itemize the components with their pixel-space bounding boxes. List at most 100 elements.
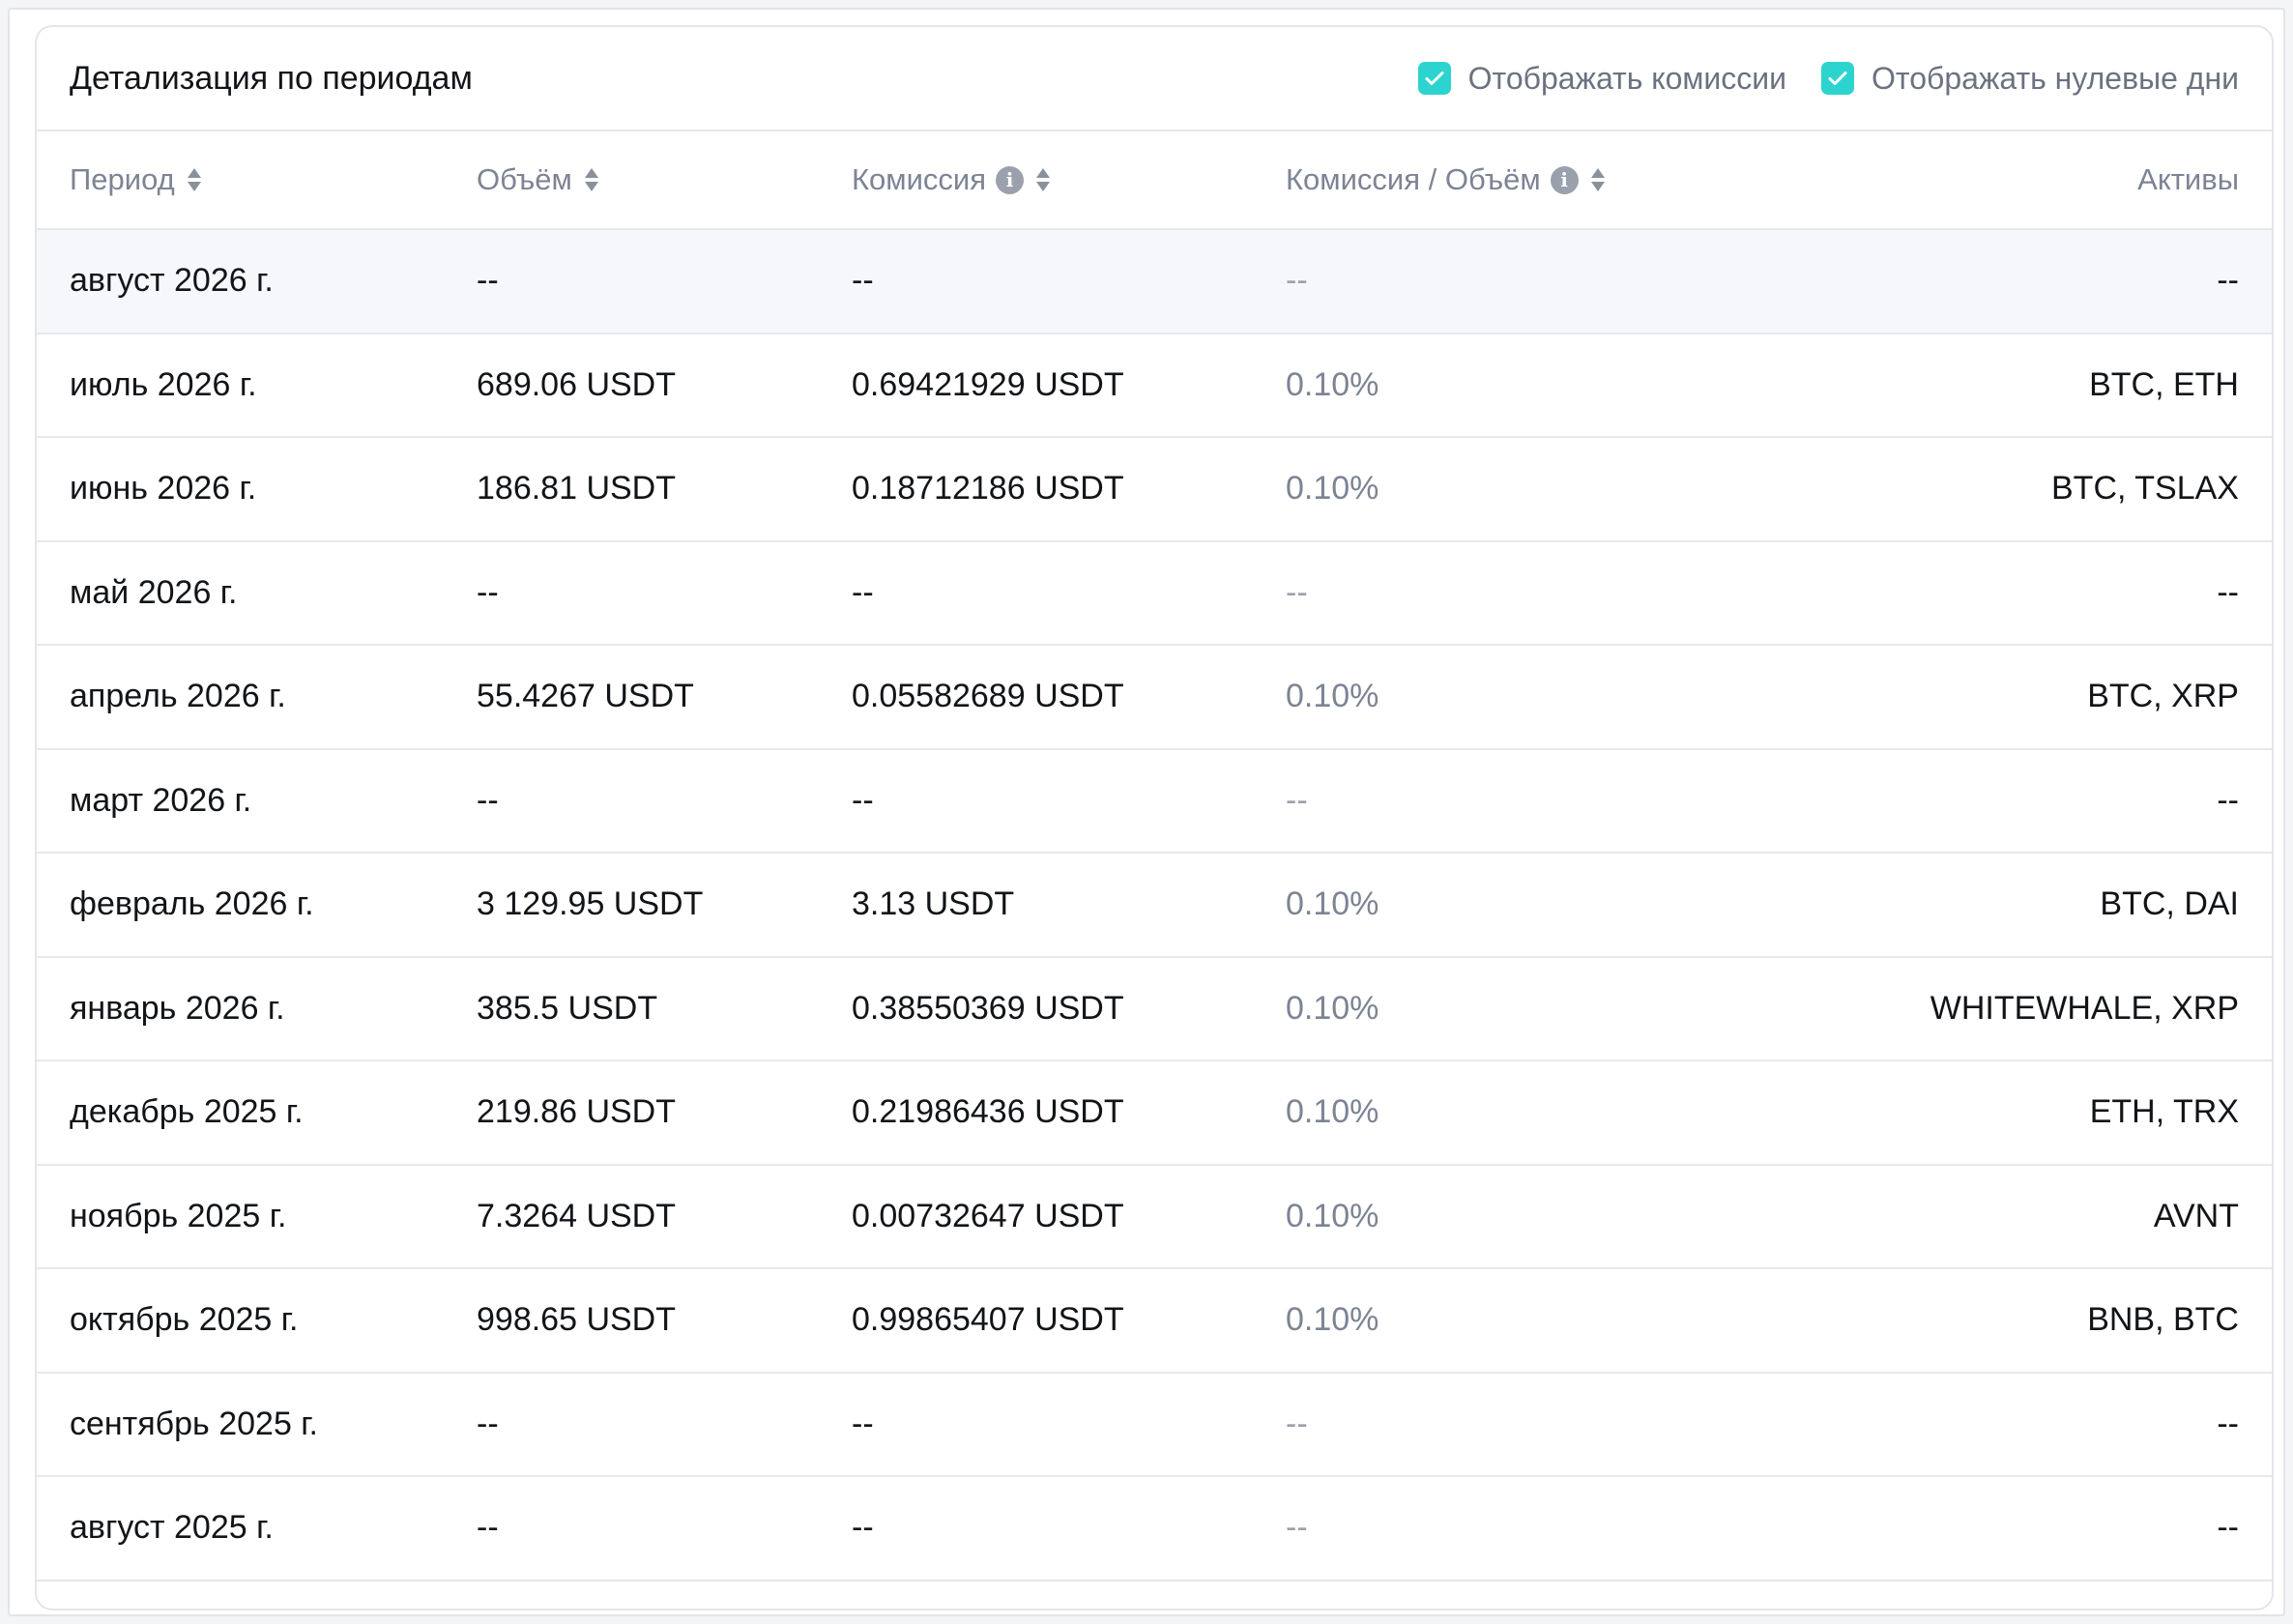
commission-cell: 0.00732647 USDT xyxy=(852,1197,1124,1234)
volume-cell: -- xyxy=(477,781,499,819)
commission-cell: 0.38550369 USDT xyxy=(852,989,1124,1027)
sort-icon[interactable] xyxy=(185,165,204,194)
sort-icon[interactable] xyxy=(582,165,601,194)
volume-cell: -- xyxy=(477,262,499,300)
assets-cell: WHITEWHALE, XRP xyxy=(1930,989,2239,1027)
volume-cell: 998.65 USDT xyxy=(477,1301,676,1339)
ratio-cell: 0.10% xyxy=(1286,470,1379,508)
period-cell: март 2026 г. xyxy=(70,781,252,819)
assets-cell: -- xyxy=(2217,1405,2239,1442)
assets-cell: BTC, XRP xyxy=(2087,678,2239,715)
ratio-cell: 0.10% xyxy=(1286,1197,1379,1234)
ratio-cell: 0.10% xyxy=(1286,1301,1379,1339)
commission-cell: 0.99865407 USDT xyxy=(852,1301,1124,1339)
assets-cell: -- xyxy=(2217,573,2239,611)
ratio-cell: 0.10% xyxy=(1286,365,1379,403)
assets-cell: ETH, TRX xyxy=(2089,1093,2239,1131)
volume-cell: 385.5 USDT xyxy=(477,989,658,1027)
commission-cell: -- xyxy=(852,1405,874,1442)
ratio-cell: 0.10% xyxy=(1286,989,1379,1027)
show-commissions-label: Отображать комиссии xyxy=(1467,60,1787,96)
column-label-period: Период xyxy=(70,162,175,196)
table-row: июль 2026 г. 689.06 USDT 0.69421929 USDT 0.… xyxy=(37,334,2272,438)
column-header-volume[interactable]: Объём xyxy=(477,162,852,197)
checkbox-checked-icon[interactable] xyxy=(1417,62,1451,95)
show-zero-days-toggle[interactable]: Отображать нулевые дни xyxy=(1821,61,2239,97)
volume-cell: 689.06 USDT xyxy=(477,365,676,403)
show-commissions-toggle[interactable]: Отображать комиссии xyxy=(1417,60,1787,97)
assets-cell: BNB, BTC xyxy=(2087,1301,2239,1339)
column-header-ratio[interactable]: Комиссия / Объём i xyxy=(1286,162,1866,197)
table-row: август 2025 г. -- -- -- -- xyxy=(37,1477,2272,1581)
assets-cell: BTC, TSLAX xyxy=(2051,470,2239,508)
period-cell: май 2026 г. xyxy=(70,573,238,611)
column-label-assets: Активы xyxy=(2137,162,2239,196)
assets-cell: -- xyxy=(2217,781,2239,819)
volume-cell: 55.4267 USDT xyxy=(477,678,694,715)
column-header-assets: Активы xyxy=(1866,162,2239,197)
table-row: апрель 2026 г. 55.4267 USDT 0.05582689 USD… xyxy=(37,646,2272,750)
commission-cell: 0.18712186 USDT xyxy=(852,470,1124,508)
table-row: август 2026 г. -- -- -- -- xyxy=(37,230,2272,334)
info-icon[interactable]: i xyxy=(996,165,1025,194)
table-row: февраль 2026 г. 3 129.95 USDT 3.13 USDT 0.1… xyxy=(37,854,2272,958)
table-row: октябрь 2025 г. 998.65 USDT 0.99865407 USD… xyxy=(37,1269,2272,1374)
period-cell: август 2026 г. xyxy=(70,262,274,300)
ratio-cell: 0.10% xyxy=(1286,1093,1379,1131)
ratio-cell: -- xyxy=(1286,781,1308,819)
toggle-group: Отображать комиссии Отображать нулевые д… xyxy=(1417,60,2239,97)
commission-cell: -- xyxy=(852,262,874,300)
sort-icon[interactable] xyxy=(1033,165,1053,194)
ratio-cell: 0.10% xyxy=(1286,678,1379,715)
column-label-volume: Объём xyxy=(477,162,572,196)
column-header-period[interactable]: Период xyxy=(70,162,477,197)
period-cell: октябрь 2025 г. xyxy=(70,1301,299,1339)
info-icon[interactable]: i xyxy=(1550,165,1579,194)
show-zero-days-label: Отображать нулевые дни xyxy=(1872,60,2239,96)
ratio-cell: -- xyxy=(1286,262,1308,300)
ratio-cell: -- xyxy=(1286,1405,1308,1442)
table-row: январь 2026 г. 385.5 USDT 0.38550369 USDT 0… xyxy=(37,958,2272,1061)
table-row: декабрь 2025 г. 219.86 USDT 0.21986436 USD… xyxy=(37,1061,2272,1166)
table-row: май 2026 г. -- -- -- -- xyxy=(37,542,2272,646)
volume-cell: -- xyxy=(477,1405,499,1442)
table-row: сентябрь 2025 г. -- -- -- -- xyxy=(37,1374,2272,1477)
period-cell: июнь 2026 г. xyxy=(70,470,257,508)
sort-icon[interactable] xyxy=(1588,165,1608,194)
table-row: ноябрь 2025 г. 7.3264 USDT 0.00732647 USDT… xyxy=(37,1166,2272,1269)
column-header-commission[interactable]: Комиссия i xyxy=(852,162,1286,197)
period-cell: апрель 2026 г. xyxy=(70,678,286,715)
commission-cell: 0.05582689 USDT xyxy=(852,678,1124,715)
period-cell: декабрь 2025 г. xyxy=(70,1093,304,1131)
panel-header: Детализация по периодам Отображать комис… xyxy=(37,27,2272,131)
period-cell: ноябрь 2025 г. xyxy=(70,1197,287,1234)
volume-cell: 3 129.95 USDT xyxy=(477,885,704,923)
commission-cell: 3.13 USDT xyxy=(852,885,1015,923)
assets-cell: AVNT xyxy=(2153,1197,2239,1234)
column-label-commission: Комиссия xyxy=(852,162,987,196)
checkbox-checked-icon[interactable] xyxy=(1821,62,1855,95)
period-details-panel: Детализация по периодам Отображать комис… xyxy=(35,25,2274,1610)
table-header: Период Объём Комиссия i Комиссия / Объём… xyxy=(37,131,2272,230)
period-cell: январь 2026 г. xyxy=(70,989,285,1027)
period-cell: сентябрь 2025 г. xyxy=(70,1405,318,1442)
period-cell: февраль 2026 г. xyxy=(70,885,314,923)
commission-cell: 0.21986436 USDT xyxy=(852,1093,1124,1131)
volume-cell: 219.86 USDT xyxy=(477,1093,676,1131)
volume-cell: 186.81 USDT xyxy=(477,470,676,508)
assets-cell: -- xyxy=(2217,1509,2239,1547)
ratio-cell: -- xyxy=(1286,1509,1308,1547)
commission-cell: 0.69421929 USDT xyxy=(852,365,1124,403)
volume-cell: 7.3264 USDT xyxy=(477,1197,676,1234)
commission-cell: -- xyxy=(852,781,874,819)
commission-cell: -- xyxy=(852,573,874,611)
assets-cell: BTC, ETH xyxy=(2089,365,2239,403)
column-label-ratio: Комиссия / Объём xyxy=(1286,162,1541,196)
commission-cell: -- xyxy=(852,1509,874,1547)
volume-cell: -- xyxy=(477,1509,499,1547)
panel-title: Детализация по периодам xyxy=(70,59,473,97)
table-body: август 2026 г. -- -- -- -- июль 2026 г. 689.06… xyxy=(37,230,2272,1581)
table-row: июнь 2026 г. 186.81 USDT 0.18712186 USDT 0.… xyxy=(37,438,2272,542)
table-row: март 2026 г. -- -- -- -- xyxy=(37,750,2272,854)
period-cell: июль 2026 г. xyxy=(70,365,257,403)
